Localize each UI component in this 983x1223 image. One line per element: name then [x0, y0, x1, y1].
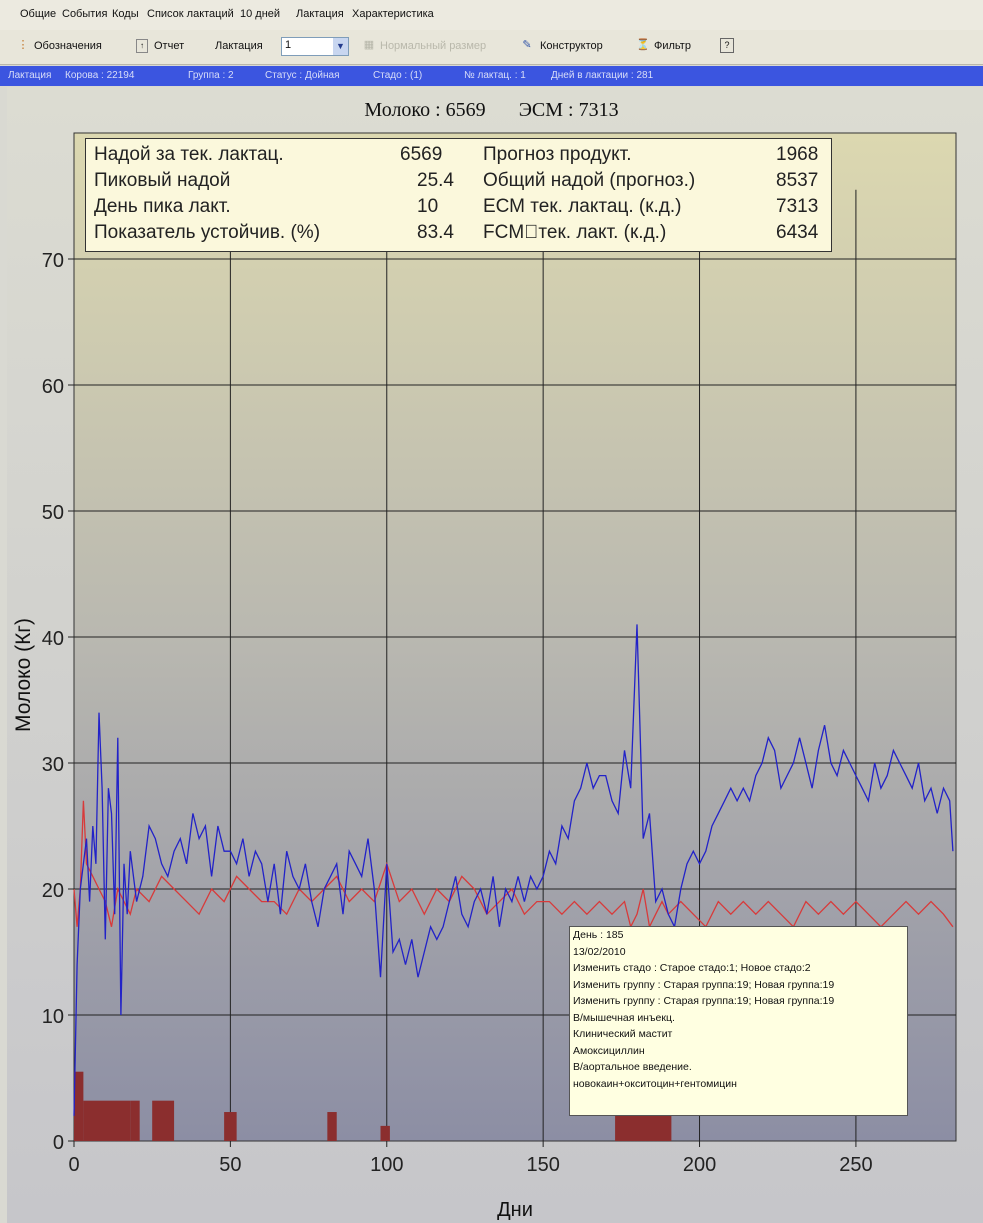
lactation-select[interactable]: 1 ▼: [281, 37, 349, 56]
summary-value: 83.4: [417, 222, 454, 243]
status-cow: Корова : 22194: [65, 70, 135, 81]
series-line: [73, 624, 954, 1116]
summary-value: 25.4: [417, 170, 454, 191]
summary-label: Прогноз продукт.: [483, 144, 632, 165]
help-icon[interactable]: ?: [720, 38, 734, 53]
summary-label: FCM тек. лакт. (к.д.): [483, 222, 667, 243]
y-tick-label: 0: [53, 1132, 64, 1154]
menu-item-lactation[interactable]: Лактация: [296, 8, 344, 20]
summary-value: 10: [417, 196, 439, 217]
normal-size-button: Нормальный размер: [380, 40, 487, 52]
event-tooltip: День : 185 13/02/2010 Изменить стадо : С…: [569, 926, 908, 1116]
x-tick-label: 0: [68, 1154, 79, 1176]
tooltip-line: 13/02/2010: [573, 945, 626, 958]
y-tick-label: 50: [42, 502, 64, 524]
y-tick-label: 60: [42, 376, 64, 398]
event-bar[interactable]: [224, 1112, 237, 1141]
x-tick-label: 50: [219, 1154, 241, 1176]
chevron-down-icon[interactable]: ▼: [333, 38, 348, 55]
event-bar[interactable]: [83, 1100, 131, 1141]
tooltip-line: Изменить стадо : Старое стадо:1; Новое с…: [573, 962, 811, 974]
y-tick-label: 10: [42, 1006, 64, 1028]
event-bar[interactable]: [380, 1125, 390, 1141]
constructor-button[interactable]: Конструктор: [540, 40, 603, 52]
normal-size-icon: ▦: [363, 39, 375, 51]
toolbar: ⋮ Обозначения ↑ Отчет Лактация 1 ▼ ▦ Нор…: [0, 30, 983, 65]
y-tick-label: 30: [42, 754, 64, 776]
report-icon[interactable]: ↑: [136, 39, 148, 53]
tooltip-line: В/аортальное введение.: [573, 1061, 692, 1073]
summary-value: 8537: [776, 170, 819, 191]
summary-label: День пика лакт.: [94, 196, 231, 217]
summary-label: Пиковый надой: [94, 170, 231, 191]
report-button[interactable]: Отчет: [154, 40, 185, 52]
series-line: [73, 800, 954, 929]
summary-value: 6434: [776, 222, 819, 243]
filter-icon[interactable]: ⏳: [636, 39, 650, 51]
filter-button[interactable]: Фильтр: [654, 40, 691, 52]
summary-label: ЕСМ тек. лактац. (к.д.): [483, 196, 682, 217]
tooltip-line: Амоксициллин: [573, 1044, 645, 1057]
x-tick-label: 150: [526, 1154, 559, 1176]
lactation-summary-box: Надой за тек. лактац. 6569 Пиковый надой…: [85, 138, 832, 252]
milk-total: Молоко : 6569: [364, 99, 486, 121]
event-bar[interactable]: [74, 1071, 84, 1141]
status-mode: Лактация: [8, 70, 52, 81]
event-bar[interactable]: [327, 1112, 337, 1141]
lactation-selector-label: Лактация: [215, 40, 263, 52]
menu-item-codes[interactable]: Коды: [112, 8, 139, 20]
legend-button[interactable]: Обозначения: [34, 40, 102, 52]
tooltip-line: Изменить группу : Старая группа:19; Нова…: [573, 995, 835, 1007]
menu-item-lactation-list[interactable]: Список лактаций: [147, 8, 234, 20]
summary-label: Надой за тек. лактац.: [94, 144, 284, 165]
x-tick-label: 250: [839, 1154, 872, 1176]
summary-value: 1968: [776, 144, 819, 165]
y-tick-label: 70: [42, 250, 64, 272]
menu-item-characteristics[interactable]: Характеристика: [352, 8, 434, 20]
status-lactation-number: № лактац. : 1: [464, 70, 526, 81]
tooltip-line: День : 185: [573, 929, 624, 941]
y-tick-label: 40: [42, 628, 64, 650]
summary-value: 7313: [776, 196, 819, 217]
menu-item-events[interactable]: События: [62, 8, 108, 20]
x-axis-label: Дни: [497, 1199, 533, 1221]
tooltip-line: новокаин+окситоцин+гентомицин: [573, 1077, 737, 1090]
tooltip-line: Клинический мастит: [573, 1028, 673, 1040]
chart-title: Молоко : 6569 ЭСМ : 7313: [0, 99, 983, 122]
event-bar[interactable]: [130, 1100, 140, 1141]
summary-value: 6569: [400, 144, 443, 165]
lactation-status-bar: Лактация Корова : 22194 Группа : 2 Стату…: [0, 66, 983, 86]
summary-label: Показатель устойчив. (%): [94, 222, 321, 243]
status-group: Группа : 2: [188, 70, 234, 81]
menu-item-10-days[interactable]: 10 дней: [240, 8, 281, 20]
menu-bar: Общие События Коды Список лактаций 10 дн…: [0, 0, 983, 30]
status-state: Статус : Дойная: [265, 70, 340, 81]
legend-icon[interactable]: ⋮: [17, 39, 29, 51]
ecm-total: ЭСМ : 7313: [518, 99, 619, 121]
constructor-icon[interactable]: ✎: [522, 39, 532, 51]
x-tick-label: 200: [683, 1154, 716, 1176]
status-herd: Стадо : (1): [373, 70, 423, 81]
x-tick-label: 100: [370, 1154, 403, 1176]
event-bar[interactable]: [152, 1100, 175, 1141]
menu-item-general[interactable]: Общие: [20, 8, 57, 20]
y-tick-label: 20: [42, 880, 64, 902]
summary-label: Общий надой (прогноз.): [483, 170, 696, 191]
tooltip-line: Изменить группу : Старая группа:19; Нова…: [573, 978, 835, 991]
status-days-in-lactation: Дней в лактации : 281: [551, 70, 654, 81]
y-axis-label: Молоко (Кг): [12, 618, 35, 732]
tooltip-line: В/мышечная инъекц.: [573, 1011, 675, 1024]
